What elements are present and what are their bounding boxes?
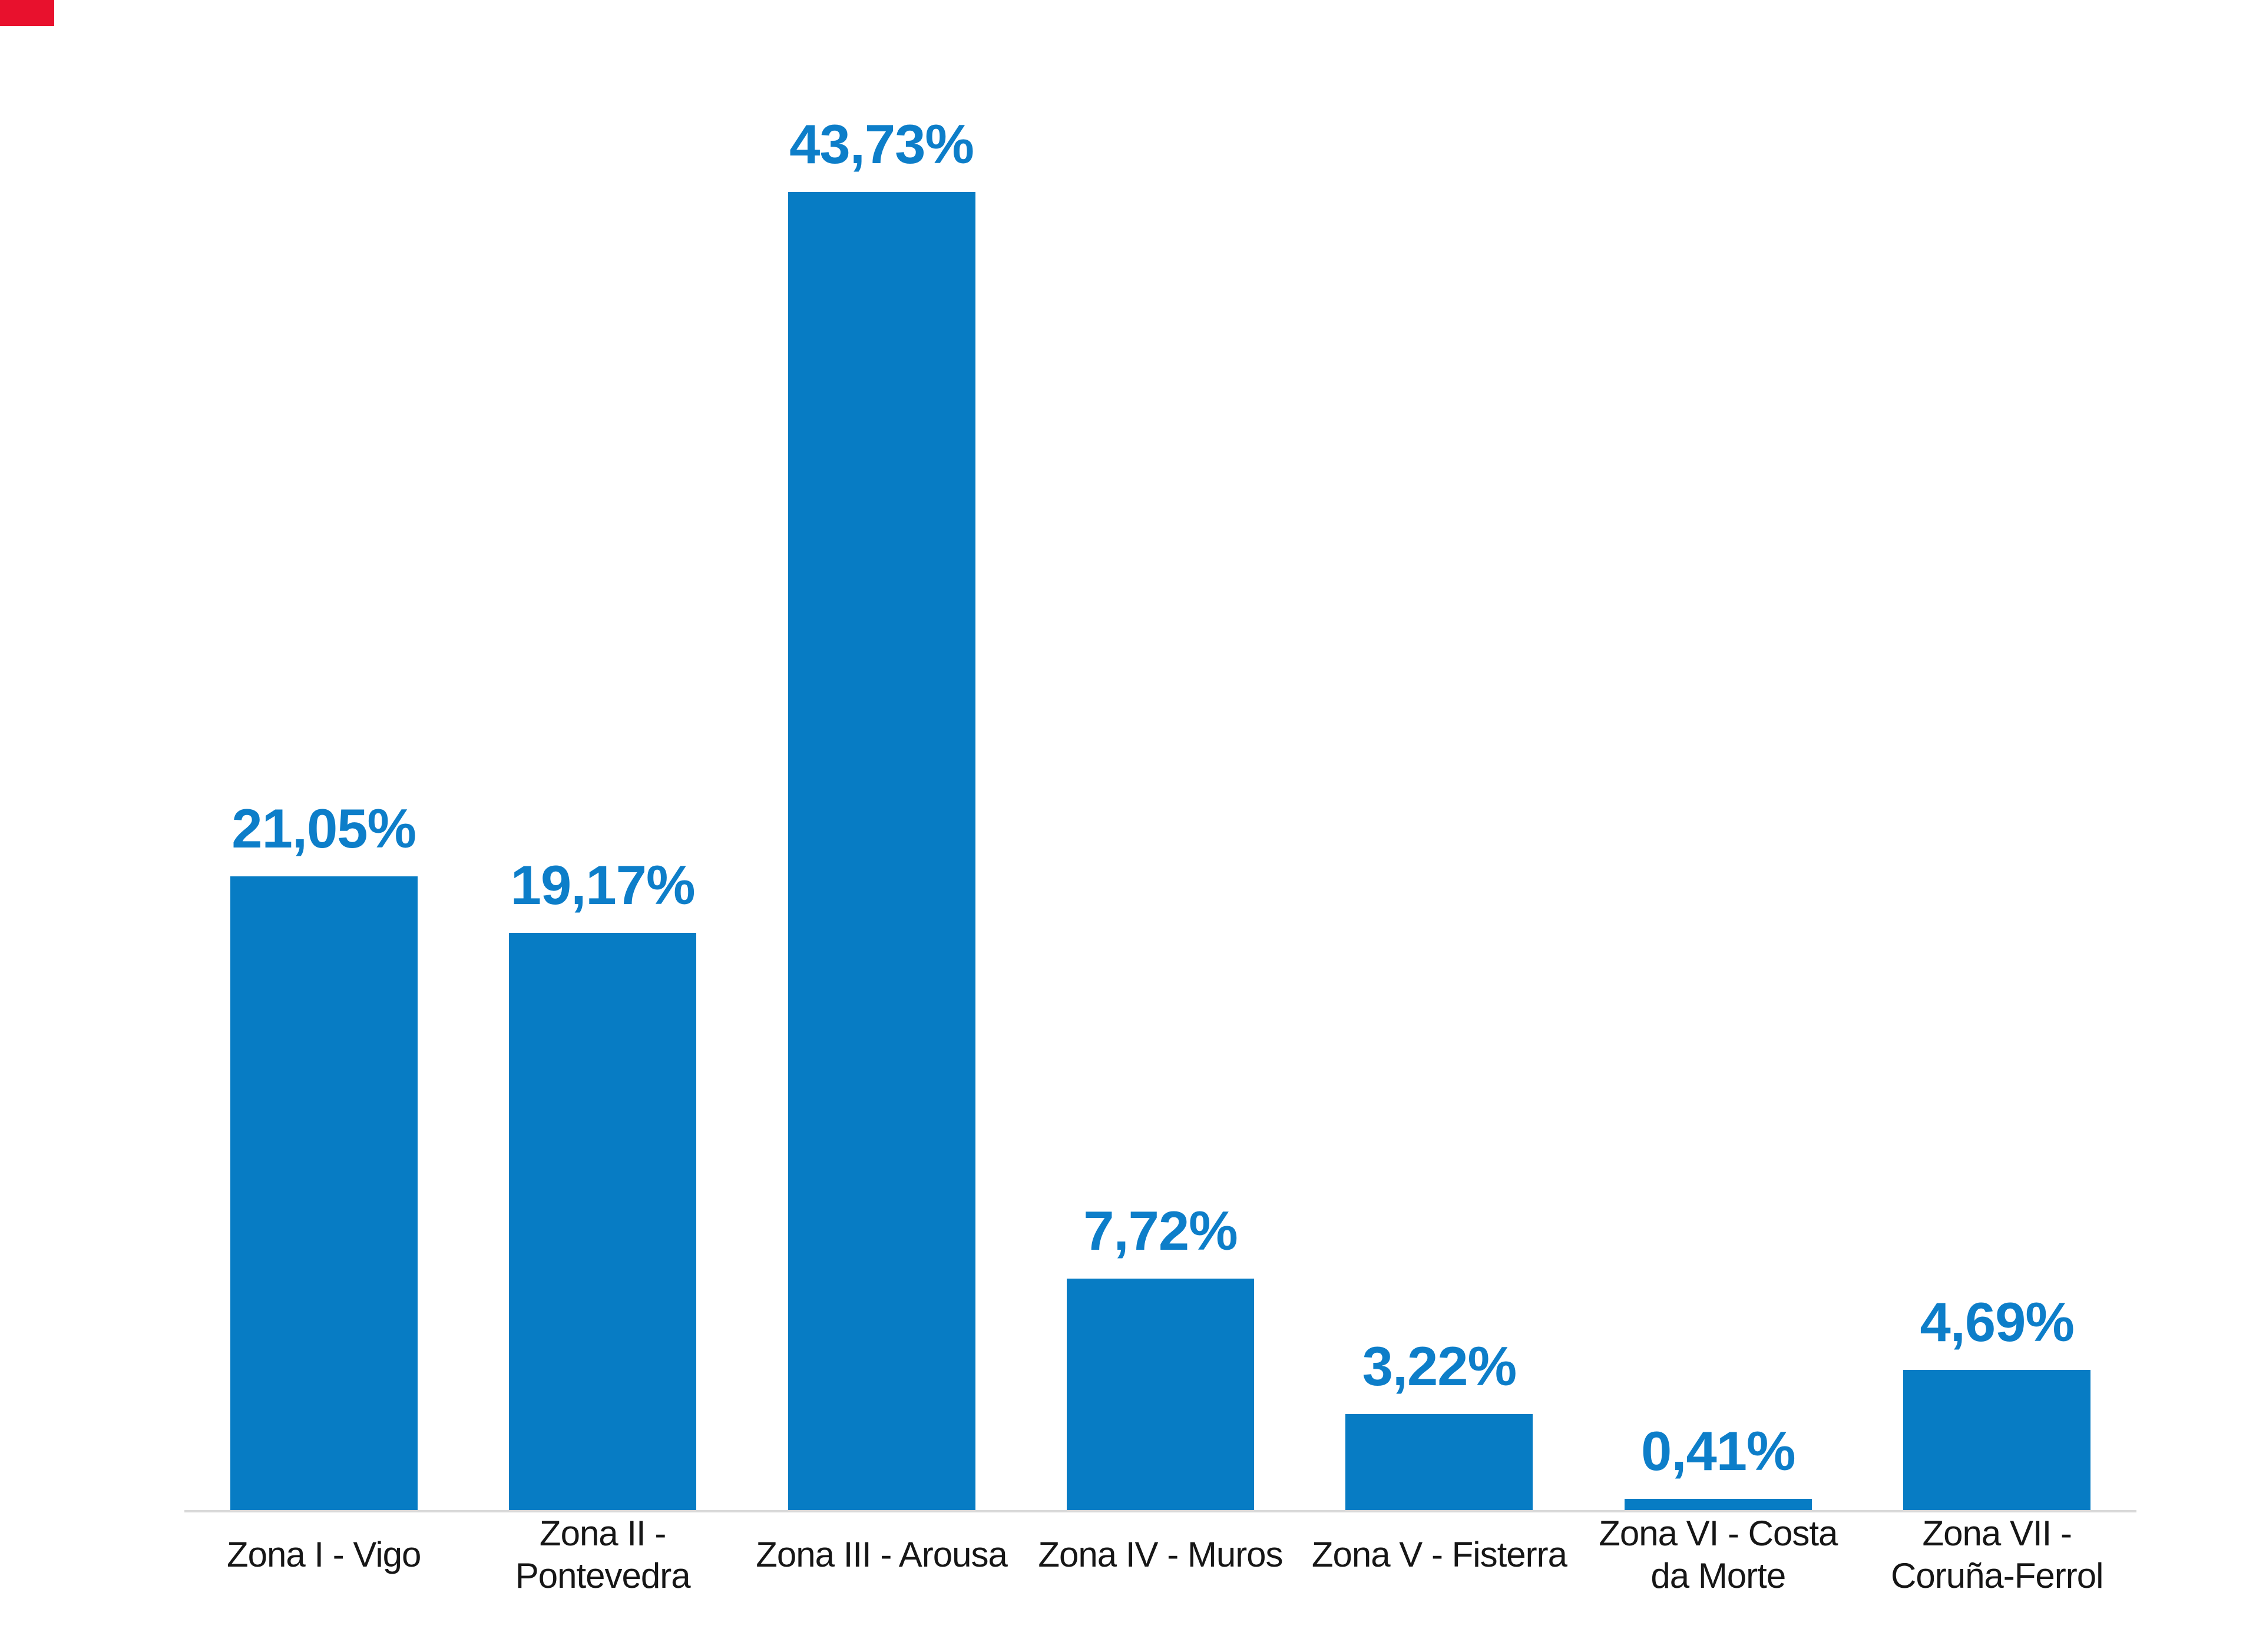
bar — [509, 933, 697, 1511]
x-axis-line — [184, 1510, 2136, 1512]
bar-value-label: 19,17% — [510, 854, 696, 916]
bar — [1624, 1499, 1812, 1511]
bar — [1066, 1279, 1254, 1511]
bar-group: 4,69% — [1858, 0, 2136, 1511]
x-axis-category-label: Zona II - Pontevedra — [515, 1514, 691, 1595]
x-axis-category-label: Zona VI - Costa da Morte — [1599, 1514, 1838, 1595]
bar-group: 0,41% — [1579, 0, 1857, 1511]
x-axis-category-label: Zona V - Fisterra — [1311, 1535, 1567, 1574]
bar — [1903, 1370, 2091, 1511]
bar-group: 7,72% — [1021, 0, 1299, 1511]
bar-value-label: 21,05% — [231, 797, 416, 859]
bar-group: 43,73% — [742, 0, 1021, 1511]
bar-value-label: 3,22% — [1362, 1335, 1517, 1397]
bar-chart: 21,05% 19,17% 43,73% 7,72% 3,22% 0,41% 4,69% Z… — [184, 0, 2136, 1652]
bar-group: 21,05% — [184, 0, 463, 1511]
red-corner-marker — [0, 0, 54, 26]
bar-value-label: 4,69% — [1920, 1291, 2075, 1353]
bar — [1345, 1414, 1533, 1511]
x-axis-category-label: Zona III - Arousa — [756, 1535, 1008, 1574]
x-axis-category-label: Zona VII - Coruña-Ferrol — [1891, 1514, 2103, 1595]
bar — [788, 192, 975, 1511]
x-axis-category-label: Zona IV - Muros — [1038, 1535, 1283, 1574]
bar-value-label: 43,73% — [789, 113, 974, 175]
bar — [230, 876, 418, 1511]
bar-value-label: 7,72% — [1083, 1200, 1238, 1262]
bar-group: 3,22% — [1300, 0, 1579, 1511]
bar-group: 19,17% — [463, 0, 742, 1511]
x-axis-labels: Zona I - Vigo Zona II - Pontevedra Zona II… — [184, 1512, 2136, 1597]
plot-area: 21,05% 19,17% 43,73% 7,72% 3,22% 0,41% 4,69% — [184, 0, 2136, 1511]
bar-value-label: 0,41% — [1641, 1420, 1796, 1482]
x-axis-category-label: Zona I - Vigo — [227, 1535, 421, 1574]
